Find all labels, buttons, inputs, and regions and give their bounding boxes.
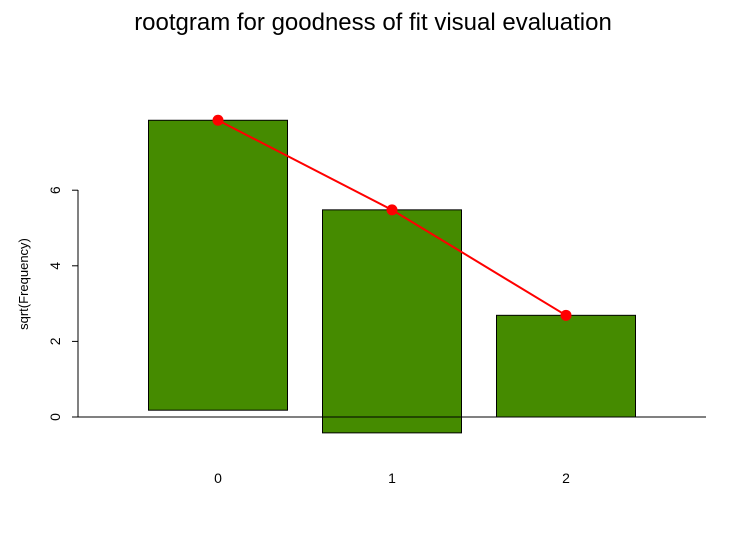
y-tick-label: 6 <box>47 186 63 194</box>
bars <box>148 119 636 434</box>
bar-0 <box>148 119 288 411</box>
bar-1 <box>322 209 462 434</box>
y-axis-ticks: 0 2 4 6 <box>47 186 78 421</box>
fitted-point-2 <box>560 309 572 321</box>
y-tick-label: 0 <box>47 413 63 421</box>
x-axis-tick-labels: 0 1 2 <box>214 470 570 486</box>
fitted-series <box>212 114 572 321</box>
y-tick-label: 2 <box>47 337 63 345</box>
x-tick-label: 0 <box>214 470 222 486</box>
x-tick-label: 2 <box>562 470 570 486</box>
bar-2 <box>496 314 636 418</box>
y-axis-title: sqrt(Frequency) <box>16 238 31 330</box>
chart-title: rootgram for goodness of fit visual eval… <box>134 9 612 36</box>
x-tick-label: 1 <box>388 470 396 486</box>
y-tick-label: 4 <box>47 262 63 270</box>
fitted-point-1 <box>386 204 398 216</box>
fitted-point-0 <box>212 114 224 126</box>
